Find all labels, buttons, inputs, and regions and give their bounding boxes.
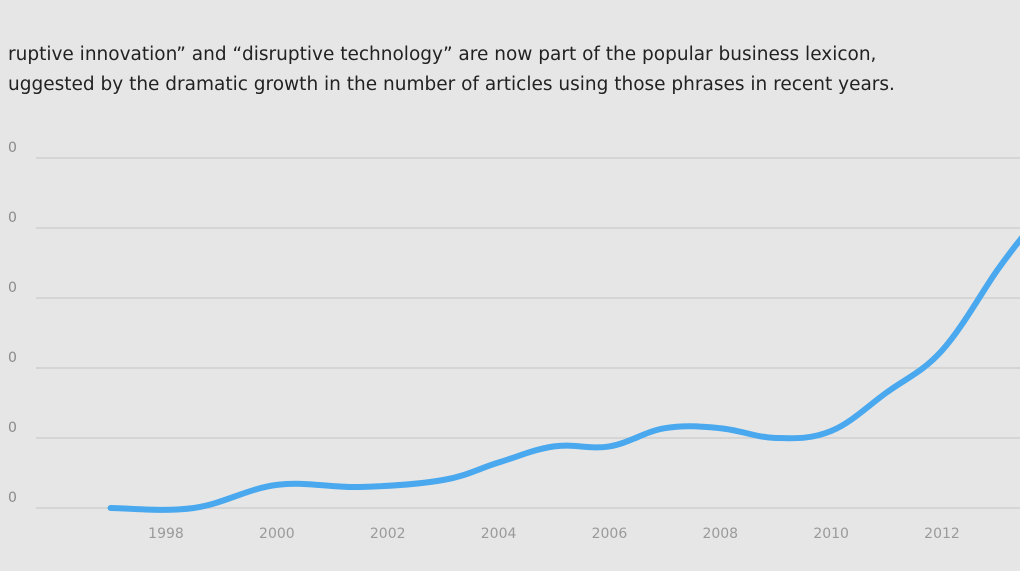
x-tick-label: 2004 (481, 526, 517, 542)
y-tick-label: 0 (8, 350, 17, 366)
x-tick-label: 2008 (702, 526, 738, 542)
x-tick-label: 1998 (148, 526, 184, 542)
x-tick-label: 2006 (592, 526, 628, 542)
x-tick-label: 2010 (813, 526, 849, 542)
y-tick-label: 0 (8, 210, 17, 226)
y-tick-label: 0 (8, 490, 17, 506)
caption-line-1: ruptive innovation” and “disruptive tech… (8, 44, 877, 65)
x-tick-label: 2012 (924, 526, 960, 542)
series-line (107, 235, 1020, 513)
y-tick-label: 0 (8, 140, 17, 156)
x-tick-label: 2000 (259, 526, 295, 542)
caption-line-2: uggested by the dramatic growth in the n… (8, 74, 895, 95)
y-tick-label: 0 (8, 420, 17, 436)
x-tick-label: 2002 (370, 526, 406, 542)
chart-caption: ruptive innovation” and “disruptive tech… (8, 40, 1018, 100)
y-tick-label: 0 (8, 280, 17, 296)
